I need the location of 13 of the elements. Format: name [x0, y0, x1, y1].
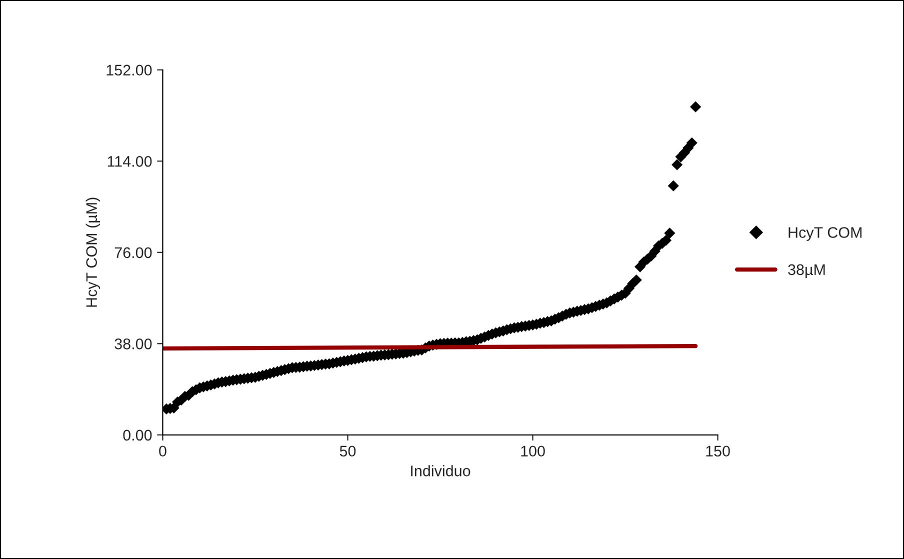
y-tick-label: 152.00	[106, 64, 152, 76]
y-tick-label: 114.00	[108, 156, 152, 167]
legend-label: 38µM	[788, 264, 825, 278]
y-tick-label: 76.00	[114, 247, 152, 258]
legend-label: HcyT COM	[788, 227, 862, 241]
x-tick-label: 0	[159, 446, 166, 457]
x-tick-label: 150	[706, 446, 730, 457]
x-axis-title: Individuo	[411, 465, 470, 476]
y-tick-label: 0.00	[123, 430, 152, 441]
x-tick-label: 50	[340, 446, 356, 457]
y-axis-title: HcyT COM (µM)	[86, 198, 100, 307]
x-tick-label: 100	[521, 446, 545, 457]
y-tick-label: 38.00	[114, 338, 152, 350]
